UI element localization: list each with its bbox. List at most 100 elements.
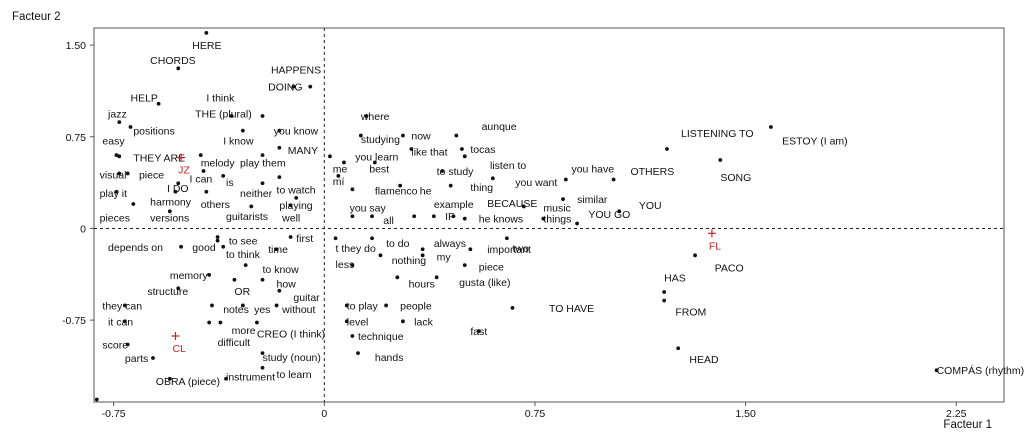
point-label: less: [336, 259, 355, 271]
point-label: to see: [229, 236, 258, 248]
point-label: visual: [100, 170, 127, 182]
axis-ticks: -0.75 0 0.75 1.50 2.25 1.50 0.75 0 -0.75: [62, 40, 967, 420]
point-label: hours: [409, 278, 435, 290]
data-point: [117, 120, 122, 125]
data-point: [462, 216, 467, 221]
point-label: important: [487, 244, 531, 256]
point-label: is: [226, 177, 234, 189]
point-label: piece: [139, 170, 164, 182]
point-label: similar: [577, 194, 608, 206]
point-label: example: [434, 199, 474, 211]
data-point: [117, 171, 122, 176]
data-point: [358, 133, 363, 138]
point-label: lack: [414, 316, 433, 328]
point-label: where: [360, 111, 390, 123]
point-label: nothing: [392, 255, 427, 267]
point-label: fast: [470, 326, 487, 338]
point-label: always: [434, 238, 466, 250]
data-point: [356, 351, 360, 356]
point-label: structure: [147, 286, 188, 298]
x-tick-label: 0.75: [525, 408, 546, 420]
data-point: [617, 209, 622, 214]
data-point: [291, 84, 296, 89]
data-point: [131, 202, 136, 206]
data-point: [260, 277, 265, 282]
point-label: you say: [350, 203, 387, 215]
point-label: I can: [189, 173, 212, 185]
data-point: [440, 169, 445, 173]
x-tick-label: -0.75: [102, 408, 126, 420]
point-label: THE (plural): [195, 109, 252, 121]
data-point: [563, 177, 568, 182]
point-label: thing: [470, 182, 493, 194]
point-label: play it: [100, 188, 128, 200]
point-label: positions: [133, 126, 174, 138]
data-point: [125, 342, 130, 347]
data-point: [221, 173, 226, 178]
point-label: like that: [411, 146, 447, 158]
data-point: [370, 214, 374, 219]
point-label: parts: [125, 353, 148, 365]
data-point: [401, 319, 405, 324]
point-label: things: [543, 214, 571, 226]
plot-frame: [93, 27, 1005, 403]
data-point: [294, 195, 299, 200]
point-label: others: [201, 199, 230, 211]
data-point: [224, 376, 228, 381]
data-point: [412, 214, 417, 219]
point-label: level: [347, 316, 369, 328]
data-point: [420, 247, 425, 252]
point-label: CREO (I think): [257, 329, 325, 341]
data-point: [342, 160, 346, 165]
data-point: [693, 253, 697, 258]
point-label: first: [296, 233, 313, 245]
data-point: [768, 125, 773, 129]
data-point: [260, 153, 265, 158]
data-point: [94, 397, 99, 402]
point-label: to do: [386, 238, 410, 250]
point-label: to study: [437, 166, 475, 178]
data-point: [117, 154, 122, 159]
point-label: study (noun): [263, 352, 321, 364]
data-point: [611, 177, 616, 182]
data-point: [398, 183, 403, 188]
point-label: to learn: [277, 369, 312, 381]
data-point: [462, 154, 467, 159]
point-label: two: [512, 243, 529, 255]
point-label: I know: [223, 135, 254, 147]
data-point: [409, 147, 414, 151]
point-label: HAS: [664, 272, 686, 284]
data-point: [207, 320, 212, 325]
data-point: [350, 187, 355, 192]
point-label: my: [437, 252, 452, 264]
data-point: [274, 303, 279, 308]
data-point: [232, 277, 237, 282]
point-label: melody: [201, 157, 236, 169]
point-label: you learn: [355, 151, 398, 163]
point-label: listen to: [490, 160, 526, 172]
point-label: MANY: [288, 145, 318, 157]
data-point: [364, 114, 369, 118]
data-point: [378, 253, 383, 258]
x-tick-label: 2.25: [946, 408, 967, 420]
data-point: [372, 160, 377, 165]
point-label: pieces: [100, 212, 130, 224]
data-point: [521, 204, 526, 209]
data-point: [128, 125, 133, 129]
data-point: [260, 365, 265, 370]
point-label: music: [543, 203, 570, 215]
data-point: [218, 320, 223, 325]
data-point: [420, 253, 425, 258]
data-point: [328, 154, 332, 159]
data-point: [333, 236, 338, 241]
data-point: [288, 235, 293, 239]
point-label: I think: [206, 93, 235, 105]
point-label: I DO: [167, 183, 189, 195]
point-label: CHORDS: [150, 55, 196, 67]
data-point: [288, 203, 293, 208]
point-label: OTHERS: [630, 166, 674, 178]
data-point: [504, 236, 509, 241]
data-point: [240, 303, 245, 308]
point-label: harmony: [150, 197, 192, 209]
data-point: [434, 275, 439, 280]
